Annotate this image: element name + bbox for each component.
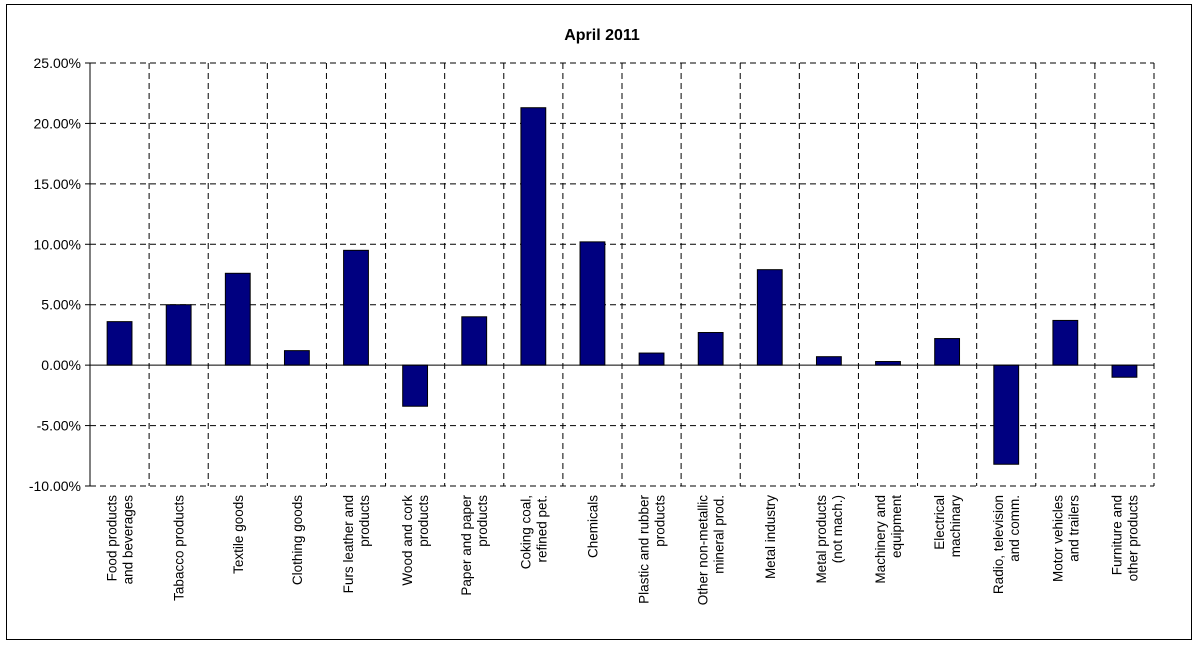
x-category-label: Metal industry xyxy=(763,495,778,579)
x-category-label: Plastic and rubber products xyxy=(637,494,668,603)
y-tick-label: 0.00% xyxy=(41,357,81,373)
y-tick-label: -10.00% xyxy=(29,478,81,494)
x-category-label: Other non-metallic mineral prod. xyxy=(696,495,727,606)
bar xyxy=(579,241,606,366)
x-category-label: Wood and cork products xyxy=(400,495,431,586)
bar xyxy=(1052,319,1079,366)
x-category-label-line: Furniture and xyxy=(1109,495,1124,575)
x-category-label-line: Food products xyxy=(105,495,120,582)
x-category-label-line: Machinery and xyxy=(873,495,888,584)
x-category-label-line: Paper and paper xyxy=(459,494,474,595)
x-category-label-line: products xyxy=(653,495,668,547)
x-category-label-line: other products xyxy=(1125,495,1140,582)
bar xyxy=(520,107,547,366)
y-tick-label: -5.00% xyxy=(37,418,81,434)
bar xyxy=(461,316,488,366)
x-category-label-line: Textile goods xyxy=(231,495,246,574)
x-category-label-line: Clothing goods xyxy=(290,495,305,585)
x-category-label-line: Tabacco products xyxy=(172,495,187,601)
y-axis-ticks: 25.00% 20.00% 15.00% 10.00% 5.00% 0.00% -5.00%… xyxy=(29,55,81,494)
x-category-label-line: products xyxy=(416,495,431,547)
x-category-label: Motor vehicles and trailers xyxy=(1050,495,1081,582)
bar xyxy=(756,269,783,366)
x-category-label: Chemicals xyxy=(585,495,600,558)
x-category-label-line: Wood and cork xyxy=(400,495,415,586)
bar xyxy=(224,272,251,366)
y-tick-label: 20.00% xyxy=(34,115,81,131)
bar xyxy=(815,356,842,366)
x-category-label: Machinery and equipment xyxy=(873,495,904,584)
bar xyxy=(697,332,724,366)
x-category-label-line: refined pet. xyxy=(534,495,549,563)
x-category-label-line: (not mach.) xyxy=(830,495,845,563)
x-category-label: Electrical machinary xyxy=(932,495,963,558)
x-category-label: Tabacco products xyxy=(172,495,187,601)
x-category-label-line: Other non-metallic xyxy=(696,495,711,606)
grid xyxy=(90,62,1155,487)
x-category-label: Food products and beverages xyxy=(105,495,136,585)
x-category-label-line: products xyxy=(475,495,490,547)
bar xyxy=(283,350,310,366)
bar xyxy=(993,364,1020,465)
x-category-label: Metal products (not mach.) xyxy=(814,495,845,584)
x-category-label-line: Electrical xyxy=(932,495,947,550)
x-category-label-line: and trailers xyxy=(1066,495,1081,562)
bar xyxy=(343,249,369,366)
x-category-label-line: Coking coal, xyxy=(518,495,533,569)
x-category-label: Textile goods xyxy=(231,495,246,574)
y-tick-label: 15.00% xyxy=(34,176,81,192)
x-category-label-line: and beverages xyxy=(121,495,136,585)
bar xyxy=(1111,364,1138,378)
x-category-label-line: products xyxy=(357,495,372,547)
bar xyxy=(875,361,901,366)
bar xyxy=(165,304,192,366)
bar xyxy=(402,364,429,407)
bar xyxy=(934,338,961,366)
axes xyxy=(85,62,1154,487)
x-category-label-line: Metal industry xyxy=(763,495,778,579)
x-category-label-line: Metal products xyxy=(814,495,829,584)
x-category-label: Furniture and other products xyxy=(1109,495,1140,582)
chart-title: April 2011 xyxy=(564,27,640,44)
x-category-label-line: Chemicals xyxy=(585,495,600,558)
x-category-label: Radio, television and comm. xyxy=(991,495,1022,594)
y-tick-label: 10.00% xyxy=(34,236,81,252)
x-category-label-line: equipment xyxy=(889,495,904,558)
x-category-label-line: and comm. xyxy=(1007,495,1022,562)
x-category-label-line: Motor vehicles xyxy=(1050,495,1065,582)
bar xyxy=(638,352,665,366)
x-category-label-line: Plastic and rubber xyxy=(637,494,652,603)
x-category-label-line: machinary xyxy=(948,495,963,558)
y-tick-label: 25.00% xyxy=(34,55,81,71)
x-category-label: Furs leather and products xyxy=(341,495,372,594)
x-category-label-line: Radio, television xyxy=(991,495,1006,594)
bar xyxy=(106,321,133,366)
x-category-label: Paper and paper products xyxy=(459,494,490,595)
x-category-label-line: Furs leather and xyxy=(341,495,356,593)
x-axis-labels: Food products and beverages Tabacco produc… xyxy=(105,494,1141,605)
x-category-label: Clothing goods xyxy=(290,495,305,585)
x-category-label-line: mineral prod. xyxy=(712,495,727,574)
x-category-label: Coking coal, refined pet. xyxy=(518,495,549,569)
y-tick-label: 5.00% xyxy=(41,297,81,313)
